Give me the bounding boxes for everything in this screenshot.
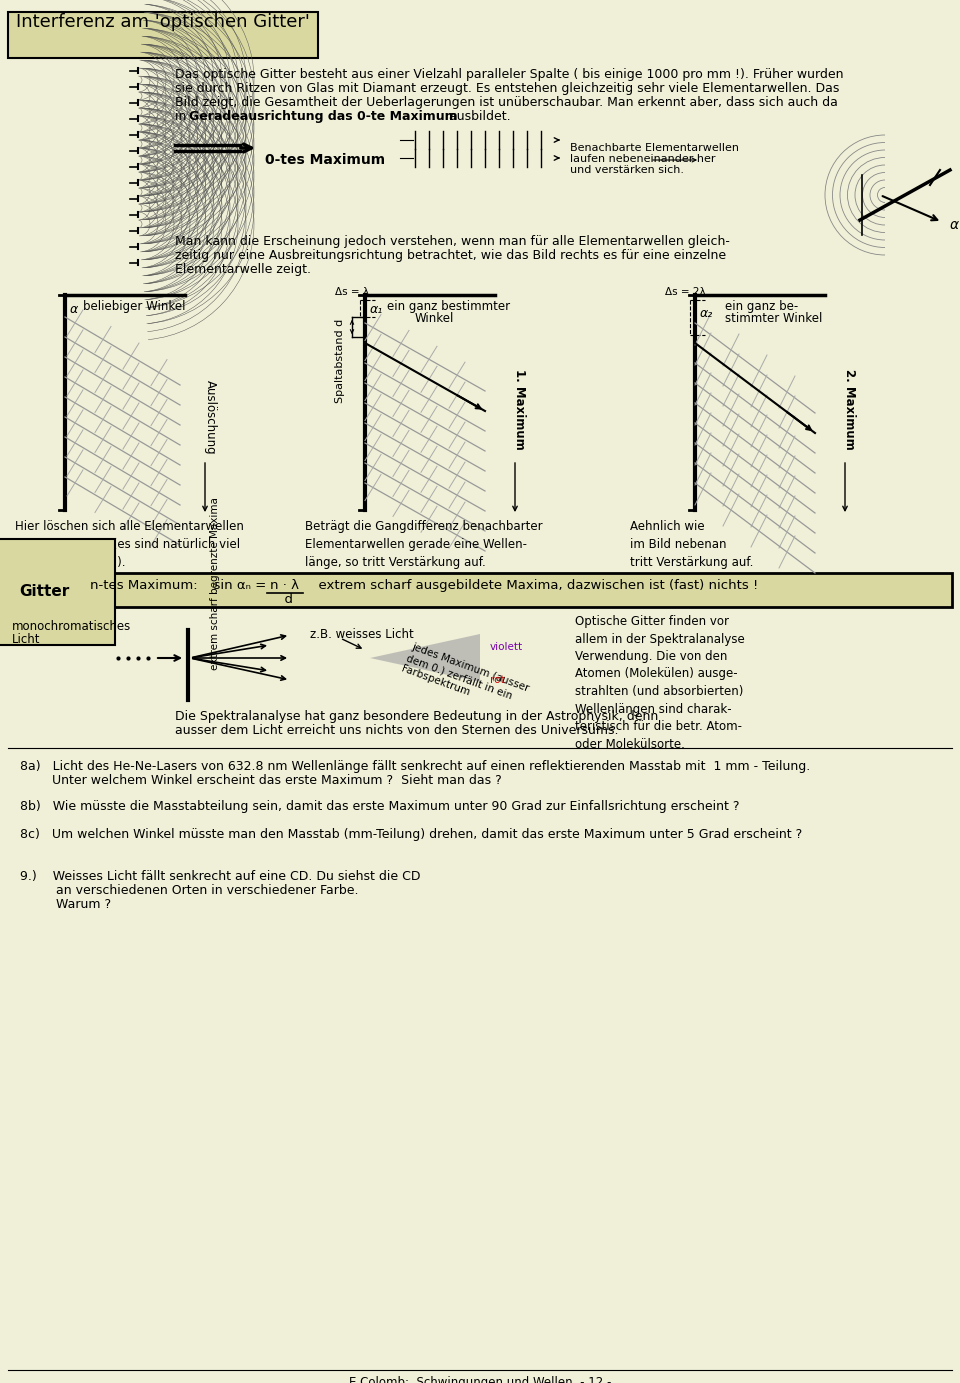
Text: sie durch Ritzen von Glas mit Diamant erzeugt. Es entstehen gleichzeitig sehr vi: sie durch Ritzen von Glas mit Diamant er… xyxy=(175,82,839,95)
Text: Benachbarte Elementarwellen: Benachbarte Elementarwellen xyxy=(570,142,739,154)
Text: laufen nebeneinander her: laufen nebeneinander her xyxy=(570,154,715,165)
Polygon shape xyxy=(370,633,480,682)
Text: Auslöschung: Auslöschung xyxy=(204,380,217,455)
Text: d: d xyxy=(276,593,294,606)
Text: Δs = λ: Δs = λ xyxy=(335,288,369,297)
Text: n · λ: n · λ xyxy=(271,579,300,592)
Text: 1. Maximum: 1. Maximum xyxy=(514,369,526,449)
Text: in: in xyxy=(175,111,190,123)
Text: n-tes Maximum:: n-tes Maximum: xyxy=(90,579,198,592)
Text: Man kann die Erscheinung jedoch verstehen, wenn man für alle Elementarwellen gle: Man kann die Erscheinung jedoch verstehe… xyxy=(175,235,730,248)
Text: an verschiedenen Orten in verschiedener Farbe.: an verschiedenen Orten in verschiedener … xyxy=(20,884,358,898)
Text: Beträgt die Gangdifferenz benachbarter
Elementarwellen gerade eine Wellen-
länge: Beträgt die Gangdifferenz benachbarter E… xyxy=(305,520,542,568)
Text: zeitig nur eine Ausbreitungsrichtung betrachtet, wie das Bild rechts es für eine: zeitig nur eine Ausbreitungsrichtung bet… xyxy=(175,249,726,261)
Text: 8c)   Um welchen Winkel müsste man den Masstab (mm-Teilung) drehen, damit das er: 8c) Um welchen Winkel müsste man den Mas… xyxy=(20,828,803,841)
Text: extrem scharf begrenzte Maxima: extrem scharf begrenzte Maxima xyxy=(210,496,220,669)
Text: Bild zeigt, die Gesamtheit der Ueberlagerungen ist unüberschaubar. Man erkennt a: Bild zeigt, die Gesamtheit der Ueberlage… xyxy=(175,95,838,109)
Text: violett: violett xyxy=(490,642,523,651)
Text: 2. Maximum: 2. Maximum xyxy=(844,369,856,449)
Text: α: α xyxy=(70,303,79,315)
Text: Farbspektrum: Farbspektrum xyxy=(400,664,471,698)
Text: Aehnlich wie
im Bild nebenan
tritt Verstärkung auf.: Aehnlich wie im Bild nebenan tritt Verst… xyxy=(630,520,754,568)
Text: stimmter Winkel: stimmter Winkel xyxy=(725,313,823,325)
Text: 8a)   Licht des He-Ne-Lasers von 632.8 nm Wellenlänge fällt senkrecht auf einen : 8a) Licht des He-Ne-Lasers von 632.8 nm … xyxy=(20,761,810,773)
Text: Unter welchem Winkel erscheint das erste Maximum ?  Sieht man das ?: Unter welchem Winkel erscheint das erste… xyxy=(20,774,502,787)
FancyBboxPatch shape xyxy=(8,12,318,58)
FancyBboxPatch shape xyxy=(8,573,952,607)
Text: 8b)   Wie müsste die Masstabteilung sein, damit das erste Maximum unter 90 Grad : 8b) Wie müsste die Masstabteilung sein, … xyxy=(20,799,739,813)
Text: und verstärken sich.: und verstärken sich. xyxy=(570,165,684,176)
Text: 0-tes Maximum: 0-tes Maximum xyxy=(265,154,385,167)
Text: α: α xyxy=(950,219,959,232)
Text: Geradeausrichtung das 0-te Maximum: Geradeausrichtung das 0-te Maximum xyxy=(189,111,458,123)
Text: dem 0.) zerfällt in ein: dem 0.) zerfällt in ein xyxy=(405,653,514,701)
Text: Hier löschen sich alle Elementarwellen
gegenseitig aus (es sind natürlich viel
m: Hier löschen sich alle Elementarwellen g… xyxy=(15,520,244,568)
Text: Optische Gitter finden vor
allem in der Spektralanalyse
Verwendung. Die von den
: Optische Gitter finden vor allem in der … xyxy=(575,615,745,751)
Text: Winkel: Winkel xyxy=(415,313,454,325)
Text: α₂: α₂ xyxy=(700,307,713,319)
FancyBboxPatch shape xyxy=(8,573,80,607)
Text: α₁: α₁ xyxy=(370,303,383,315)
Text: extrem scharf ausgebildete Maxima, dazwischen ist (fast) nichts !: extrem scharf ausgebildete Maxima, dazwi… xyxy=(310,579,758,592)
Text: Die Spektralanalyse hat ganz besondere Bedeutung in der Astrophysik, denn: Die Spektralanalyse hat ganz besondere B… xyxy=(175,709,659,723)
Text: z.B. weisses Licht: z.B. weisses Licht xyxy=(310,628,414,640)
Text: Warum ?: Warum ? xyxy=(20,898,111,911)
Text: Spaltabstand d: Spaltabstand d xyxy=(335,318,345,402)
Text: Interferenz am 'optischen Gitter': Interferenz am 'optischen Gitter' xyxy=(16,12,310,30)
Text: ein ganz bestimmter: ein ganz bestimmter xyxy=(387,300,510,313)
Text: rot: rot xyxy=(490,675,505,685)
Text: E.Colomb:  Schwingungen und Wellen  - 12 -: E.Colomb: Schwingungen und Wellen - 12 - xyxy=(348,1376,612,1383)
Text: Δs = 2λ: Δs = 2λ xyxy=(665,288,706,297)
Text: ein ganz be-: ein ganz be- xyxy=(725,300,799,313)
Text: sin αₙ =: sin αₙ = xyxy=(205,579,271,592)
Text: Licht: Licht xyxy=(12,633,40,646)
Text: ausbildet.: ausbildet. xyxy=(445,111,511,123)
Text: ausser dem Licht erreicht uns nichts von den Sternen des Universums.: ausser dem Licht erreicht uns nichts von… xyxy=(175,723,618,737)
Text: Elementarwelle zeigt.: Elementarwelle zeigt. xyxy=(175,263,311,277)
Text: beliebiger Winkel: beliebiger Winkel xyxy=(83,300,185,313)
Text: Das optische Gitter besteht aus einer Vielzahl paralleler Spalte ( bis einige 10: Das optische Gitter besteht aus einer Vi… xyxy=(175,68,844,82)
Text: 9.)    Weisses Licht fällt senkrecht auf eine CD. Du siehst die CD: 9.) Weisses Licht fällt senkrecht auf ei… xyxy=(20,870,420,882)
Text: Gitter: Gitter xyxy=(19,585,69,599)
Text: jedes Maximum (ausser: jedes Maximum (ausser xyxy=(410,642,530,694)
Text: monochromatisches: monochromatisches xyxy=(12,620,132,633)
